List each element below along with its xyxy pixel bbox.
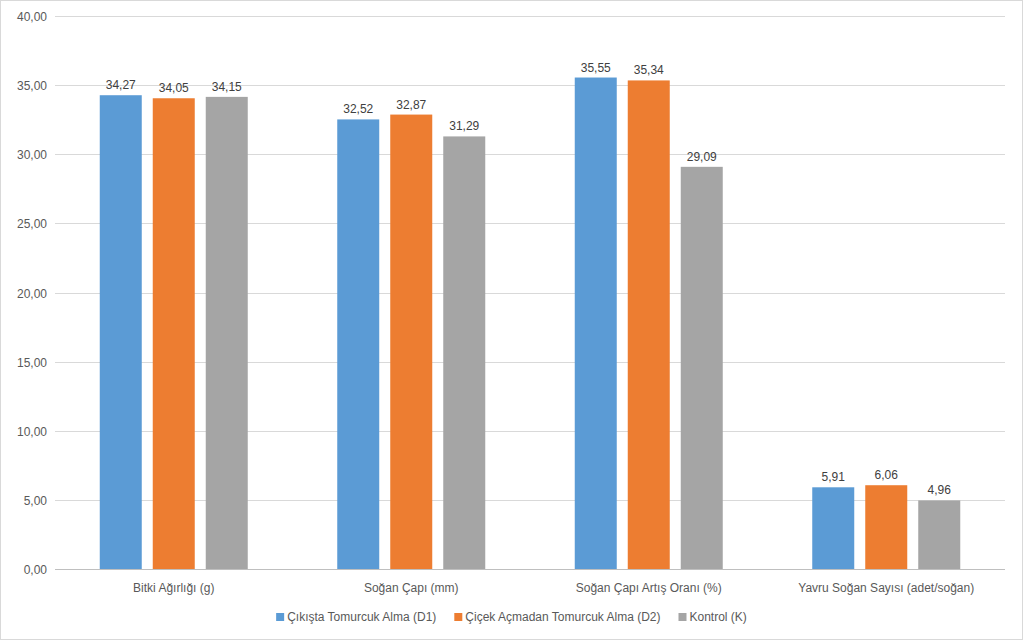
bar xyxy=(681,167,723,569)
data-label: 31,29 xyxy=(449,119,479,133)
grid-line xyxy=(55,569,1005,570)
legend-item: Çıkışta Tomurcuk Alma (D1) xyxy=(276,610,436,624)
x-axis-line xyxy=(55,569,1005,570)
bar xyxy=(865,485,907,569)
data-labels: 34,27 34,05 34,15 32,52 32,87 31,29 35,55 35,34… xyxy=(106,61,952,498)
legend-item: Kontrol (K) xyxy=(678,610,746,624)
legend-swatch xyxy=(678,613,686,621)
data-label: 34,27 xyxy=(106,78,136,92)
grid-line xyxy=(55,293,1005,294)
bar xyxy=(575,78,617,569)
chart: 0,00 5,00 10,00 15,00 20,00 25,00 30,00 35,00 40… xyxy=(0,0,1023,640)
bar xyxy=(206,97,248,569)
x-tick-label: Soğan Çapı Artış Oranı (%) xyxy=(576,581,722,595)
data-label: 34,15 xyxy=(212,80,242,94)
data-label: 5,91 xyxy=(822,470,846,484)
legend: Çıkışta Tomurcuk Alma (D1) Çiçek Açmadan … xyxy=(276,610,747,624)
data-label: 29,09 xyxy=(687,150,717,164)
bars xyxy=(100,78,961,569)
legend-label: Kontrol (K) xyxy=(689,610,746,624)
grid-line xyxy=(55,362,1005,363)
x-tick-label: Bitki Ağırlığı (g) xyxy=(133,581,214,595)
y-tick-label: 5,00 xyxy=(24,494,48,508)
grid-line xyxy=(55,85,1005,86)
data-label: 35,55 xyxy=(581,61,611,75)
y-tick-label: 15,00 xyxy=(17,356,47,370)
grid-line xyxy=(55,223,1005,224)
data-label: 4,96 xyxy=(928,483,952,497)
x-tick-label: Yavru Soğan Sayısı (adet/soğan) xyxy=(798,581,974,595)
bar xyxy=(153,98,195,569)
y-tick-label: 0,00 xyxy=(24,563,48,577)
grid-line xyxy=(55,431,1005,432)
legend-swatch xyxy=(276,613,284,621)
bar xyxy=(443,136,485,569)
chart-border xyxy=(1,1,1023,640)
data-label: 6,06 xyxy=(875,468,899,482)
data-label: 35,34 xyxy=(634,63,664,77)
data-label: 32,52 xyxy=(343,102,373,116)
legend-item: Çiçek Açmadan Tomurcuk Alma (D2) xyxy=(454,610,660,624)
legend-label: Çıkışta Tomurcuk Alma (D1) xyxy=(287,610,436,624)
grid-line xyxy=(55,154,1005,155)
bar xyxy=(337,119,379,569)
data-label: 34,05 xyxy=(159,81,189,95)
y-tick-label: 20,00 xyxy=(17,287,47,301)
bar xyxy=(628,80,670,569)
y-tick-label: 30,00 xyxy=(17,148,47,162)
y-tick-label: 10,00 xyxy=(17,425,47,439)
bar xyxy=(100,95,142,569)
legend-swatch xyxy=(454,613,462,621)
legend-label: Çiçek Açmadan Tomurcuk Alma (D2) xyxy=(465,610,660,624)
grid-line xyxy=(55,16,1005,17)
y-tick-label: 40,00 xyxy=(17,10,47,24)
y-tick-label: 35,00 xyxy=(17,79,47,93)
x-tick-label: Soğan Çapı (mm) xyxy=(364,581,459,595)
data-label: 32,87 xyxy=(396,98,426,112)
bar xyxy=(918,500,960,569)
bar xyxy=(812,487,854,569)
y-tick-label: 25,00 xyxy=(17,217,47,231)
grid-line xyxy=(55,500,1005,501)
bar xyxy=(390,115,432,569)
